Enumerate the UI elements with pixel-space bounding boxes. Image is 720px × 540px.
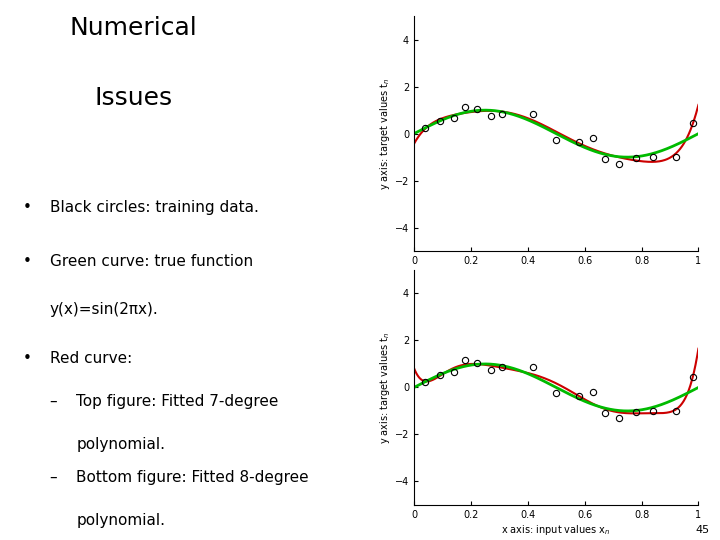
Text: •: • [23, 351, 32, 366]
Text: Top figure: Fitted 7-degree: Top figure: Fitted 7-degree [76, 394, 279, 409]
Text: –: – [50, 470, 57, 485]
Text: •: • [23, 200, 32, 215]
Text: Red curve:: Red curve: [50, 351, 132, 366]
Y-axis label: y axis: target values t$_{n}$: y axis: target values t$_{n}$ [378, 332, 392, 443]
Y-axis label: y axis: target values t$_{n}$: y axis: target values t$_{n}$ [378, 78, 392, 190]
X-axis label: x axis: input values x$_{n}$: x axis: input values x$_{n}$ [501, 269, 611, 283]
Text: Green curve: true function: Green curve: true function [50, 254, 253, 269]
Text: 45: 45 [695, 524, 709, 535]
X-axis label: x axis: input values x$_{n}$: x axis: input values x$_{n}$ [501, 523, 611, 537]
Text: –: – [50, 394, 57, 409]
Text: polynomial.: polynomial. [76, 437, 166, 453]
Text: y(x)=sin(2πx).: y(x)=sin(2πx). [50, 302, 158, 318]
Text: Issues: Issues [94, 86, 173, 110]
Text: Black circles: training data.: Black circles: training data. [50, 200, 258, 215]
Text: Numerical: Numerical [70, 16, 197, 40]
Text: polynomial.: polynomial. [76, 513, 166, 528]
Text: •: • [23, 254, 32, 269]
Text: Bottom figure: Fitted 8-degree: Bottom figure: Fitted 8-degree [76, 470, 309, 485]
